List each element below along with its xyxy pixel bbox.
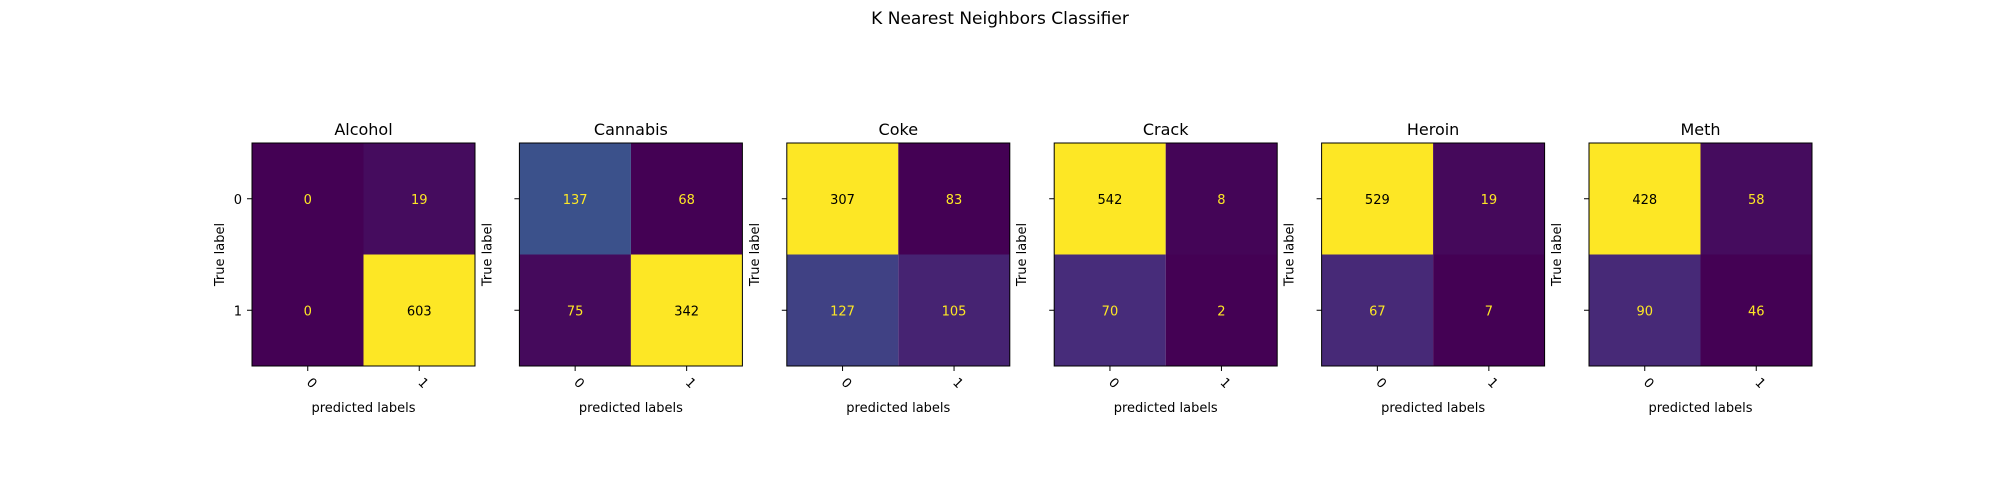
matrix-cell [363, 254, 475, 366]
matrix-cell [1589, 143, 1701, 255]
x-tick-label: 1 [1751, 375, 1767, 391]
cell-value-label: 90 [1636, 304, 1653, 319]
x-axis-label: predicted labels [846, 401, 950, 416]
cell-value-label: 70 [1102, 304, 1119, 319]
axes-frame [251, 142, 476, 367]
matrix-cell [519, 254, 631, 366]
cell-value-label: 83 [946, 193, 963, 208]
x-axis-label: predicted labels [1381, 401, 1485, 416]
cell-value-label: 75 [567, 304, 584, 319]
panel-title: Alcohol [334, 120, 392, 139]
matrix-cell [1433, 143, 1545, 255]
panel-title: Meth [1680, 120, 1720, 139]
cell-value-label: 7 [1485, 304, 1493, 319]
axes-frame [518, 142, 743, 367]
confusion-matrix-alcohol: 0 19 0 603 Alcohol 0 1 True label 0 1 predicted la… [213, 120, 476, 416]
cell-value-label: 342 [674, 304, 699, 319]
matrix-cell [1054, 254, 1166, 366]
cell-value-label: 105 [942, 304, 967, 319]
cell-value-label: 428 [1632, 193, 1657, 208]
matrix-cell [1589, 254, 1701, 366]
matrix-cell [786, 143, 899, 255]
cell-value-label: 0 [304, 304, 312, 319]
x-axis-label: predicted labels [1114, 401, 1218, 416]
x-tick-label: 1 [1484, 375, 1500, 391]
y-axis-label: True label [1015, 223, 1030, 287]
panel-title: Cannabis [594, 120, 668, 139]
y-axis-label: True label [1283, 223, 1298, 287]
axes-frame [1588, 142, 1813, 367]
x-tick-label: 1 [1217, 375, 1233, 391]
matrix-cell [630, 254, 743, 366]
cell-value-label: 542 [1098, 193, 1123, 208]
cell-value-label: 2 [1217, 304, 1225, 319]
x-axis-label: predicted labels [311, 401, 415, 416]
cell-value-label: 46 [1748, 304, 1765, 319]
axes-frame [1321, 142, 1546, 367]
matrix-cell [1165, 254, 1278, 366]
cell-value-label: 67 [1369, 304, 1386, 319]
axes-frame [1053, 142, 1278, 367]
confusion-matrix-cannabis: 137 68 75 342 Cannabis True label 0 1 predicted … [480, 120, 743, 416]
cell-value-label: 19 [1481, 193, 1498, 208]
y-axis-label: True label [748, 223, 763, 287]
matrix-cell [898, 143, 1010, 255]
y-tick-label: 0 [234, 193, 242, 208]
cell-value-label: 307 [830, 193, 855, 208]
cell-value-label: 19 [411, 193, 428, 208]
cell-value-label: 8 [1217, 193, 1225, 208]
x-tick-label: 1 [414, 375, 430, 391]
cell-value-label: 0 [304, 193, 312, 208]
cell-value-label: 529 [1365, 193, 1390, 208]
matrix-cell [1700, 143, 1812, 255]
matrix-cell [519, 143, 631, 255]
matrix-cell [898, 254, 1010, 366]
figure-title: K Nearest Neighbors Classifier [871, 9, 1129, 29]
matrix-cell [786, 254, 899, 366]
y-axis-label: True label [213, 223, 228, 287]
matrix-cell [1433, 254, 1545, 366]
matrix-cell [252, 143, 364, 255]
cell-value-label: 58 [1748, 193, 1765, 208]
matrix-cell [363, 143, 475, 255]
x-axis-label: predicted labels [1648, 401, 1752, 416]
panel-title: Crack [1143, 120, 1189, 139]
y-axis-label: True label [1550, 223, 1565, 287]
axes-frame [786, 142, 1011, 367]
confusion-matrix-crack: 542 8 70 2 Crack True label 0 1 predicted labels [1015, 120, 1278, 416]
x-tick-label: 0 [570, 375, 586, 391]
y-axis-label: True label [480, 223, 495, 287]
x-tick-label: 1 [682, 375, 698, 391]
confusion-matrix-heroin: 529 19 67 7 Heroin True label 0 1 predicted labe… [1283, 120, 1546, 416]
matrix-cell [630, 143, 743, 255]
confusion-matrix-meth: 428 58 90 46 Meth True label 0 1 predicted label… [1550, 120, 1813, 416]
x-tick-label: 0 [303, 375, 319, 391]
x-tick-label: 1 [949, 375, 965, 391]
x-tick-label: 0 [1640, 375, 1656, 391]
x-tick-label: 0 [838, 375, 854, 391]
matrix-cell [1321, 254, 1434, 366]
matrix-cell [1700, 254, 1812, 366]
cell-value-label: 137 [563, 193, 588, 208]
panel-title: Coke [879, 120, 919, 139]
cell-value-label: 603 [407, 304, 432, 319]
cell-value-label: 127 [830, 304, 855, 319]
matrix-cell [1054, 143, 1166, 255]
x-axis-label: predicted labels [579, 401, 683, 416]
confusion-matrix-coke: 307 83 127 105 Coke True label 0 1 predicted lab… [748, 120, 1011, 416]
x-tick-label: 0 [1373, 375, 1389, 391]
matrix-cell [1321, 143, 1434, 255]
cell-value-label: 68 [678, 193, 695, 208]
y-tick-label: 1 [234, 304, 242, 319]
matrix-cell [1165, 143, 1278, 255]
panel-title: Heroin [1407, 120, 1459, 139]
matrix-cell [252, 254, 364, 366]
x-tick-label: 0 [1105, 375, 1121, 391]
